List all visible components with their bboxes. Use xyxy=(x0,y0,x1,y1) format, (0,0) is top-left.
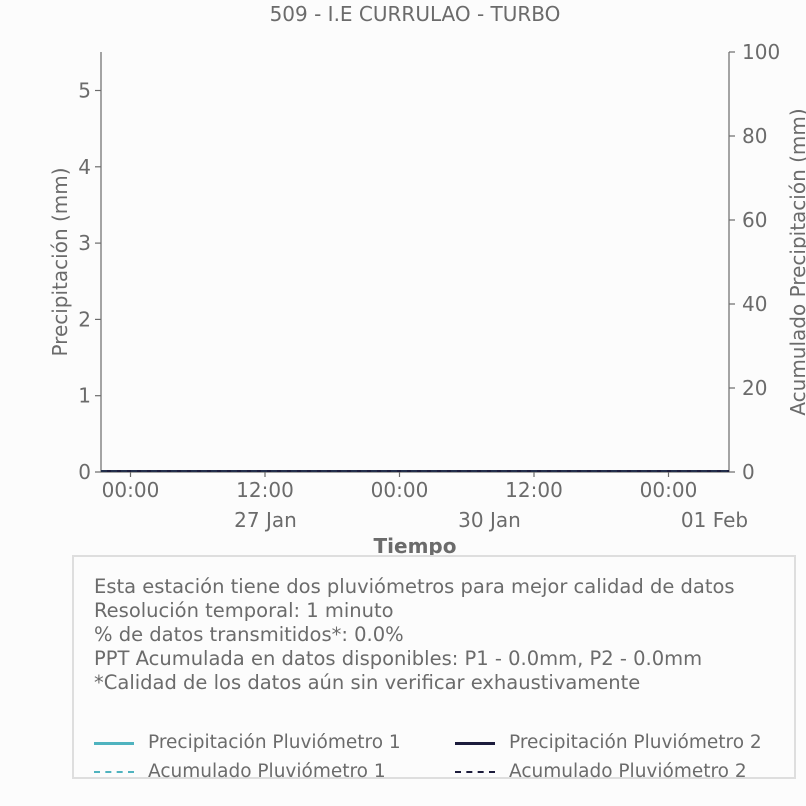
x-date-label: 01 Feb xyxy=(681,508,748,532)
y-tick-label: 1 xyxy=(78,384,91,408)
y-axis-label: Precipitación (mm) xyxy=(48,167,72,356)
legend-swatch-pluvio1 xyxy=(94,742,134,745)
info-accumulated: PPT Acumulada en datos disponibles: P1 -… xyxy=(94,647,703,670)
y2-tick-label: 80 xyxy=(742,124,767,148)
info-resolution: Resolución temporal: 1 minuto xyxy=(94,599,394,622)
left-axis-ticks: 0 1 2 3 4 5 xyxy=(78,79,101,484)
x-axis-ticks: 00:00 12:00 00:00 12:00 00:00 27 Jan 30 Jan 01 … xyxy=(102,472,748,532)
x-axis-label: Tiempo xyxy=(374,534,457,556)
info-quality-note: *Calidad de los datos aún sin verificar … xyxy=(94,671,641,694)
chart-title: 509 - I.E CURRULAO - TURBO xyxy=(270,2,561,26)
y-tick-label: 0 xyxy=(78,460,91,484)
y2-tick-label: 100 xyxy=(742,40,780,64)
y2-tick-label: 60 xyxy=(742,208,767,232)
x-date-label: 27 Jan xyxy=(234,508,297,532)
x-date-label: 30 Jan xyxy=(458,508,521,532)
legend-label: Precipitación Pluviómetro 2 xyxy=(509,732,762,753)
y-tick-label: 4 xyxy=(78,155,91,179)
y-tick-label: 3 xyxy=(78,231,91,255)
legend-swatch-acum1 xyxy=(94,771,134,773)
x-tick-label: 00:00 xyxy=(640,478,698,502)
legend-label: Precipitación Pluviómetro 1 xyxy=(148,732,401,753)
x-tick-label: 12:00 xyxy=(236,478,294,502)
legend-label: Acumulado Pluviómetro 2 xyxy=(509,761,747,782)
legend-swatch-pluvio2 xyxy=(455,742,495,745)
x-tick-label: 12:00 xyxy=(505,478,563,502)
info-two-gauges: Esta estación tiene dos pluviómetros par… xyxy=(94,575,735,598)
legend-label: Acumulado Pluviómetro 1 xyxy=(148,761,386,782)
y2-axis-label: Acumulado Precipitación (mm) xyxy=(786,108,806,415)
info-panel: Esta estación tiene dos pluviómetros par… xyxy=(72,555,796,782)
y-tick-label: 5 xyxy=(78,79,91,103)
y2-tick-label: 0 xyxy=(742,460,755,484)
y2-tick-label: 40 xyxy=(742,292,767,316)
precipitation-chart: 509 - I.E CURRULAO - TURBO 0 1 2 3 4 5 0 20 40 6… xyxy=(48,2,806,556)
info-transmitted: % de datos transmitidos*: 0.0% xyxy=(94,623,404,646)
right-axis-ticks: 0 20 40 60 80 100 xyxy=(729,40,780,484)
y-tick-label: 2 xyxy=(78,307,91,331)
x-tick-label: 00:00 xyxy=(371,478,429,502)
x-tick-label: 00:00 xyxy=(102,478,160,502)
legend-swatch-acum2 xyxy=(455,771,495,773)
y2-tick-label: 20 xyxy=(742,376,767,400)
